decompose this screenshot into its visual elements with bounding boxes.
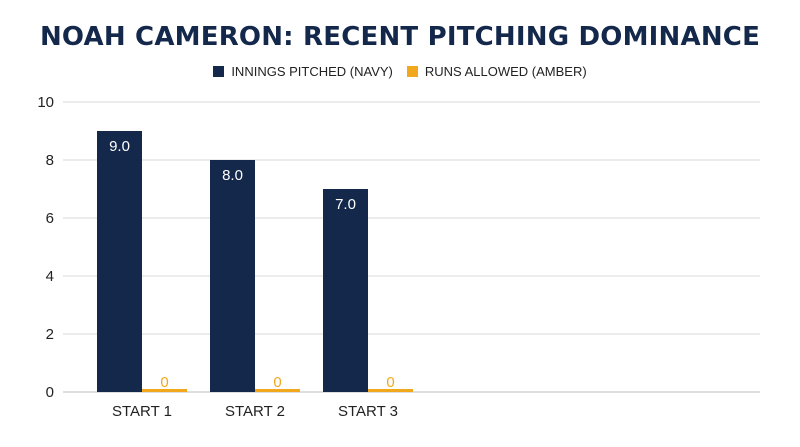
bar [210,160,255,392]
legend-swatch-runs [406,66,418,77]
x-tick-label: START 2 [225,403,285,420]
x-tick-label: START 1 [112,403,172,420]
x-tick-label: START 3 [338,403,398,420]
y-tick-label: 4 [46,268,54,285]
chart-title: NOAH CAMERON: RECENT PITCHING DOMINANCE [39,22,761,52]
y-tick-label: 10 [37,94,54,111]
legend-swatch-innings [213,66,225,77]
data-label: 0 [386,374,394,391]
bar [97,131,142,392]
data-label: 9.0 [109,138,130,155]
data-label: 7.0 [335,196,356,213]
bar [142,389,187,392]
y-tick-label: 2 [46,326,54,343]
bar [255,389,300,392]
data-label: 0 [160,374,168,391]
data-label: 0 [273,374,281,391]
legend-label-runs: RUNS ALLOWED (AMBER) [424,64,587,79]
bar [368,389,413,392]
y-tick-label: 0 [46,384,54,401]
bar [323,189,368,392]
legend-label-innings: INNINGS PITCHED (NAVY) [231,64,393,79]
legend-item-innings: INNINGS PITCHED (NAVY) [213,64,393,79]
legend-item-runs: RUNS ALLOWED (AMBER) [406,64,587,79]
y-tick-label: 6 [46,210,54,227]
data-label: 8.0 [222,167,243,184]
y-tick-label: 8 [46,152,54,169]
legend: INNINGS PITCHED (NAVY) RUNS ALLOWED (AMB… [0,64,800,79]
